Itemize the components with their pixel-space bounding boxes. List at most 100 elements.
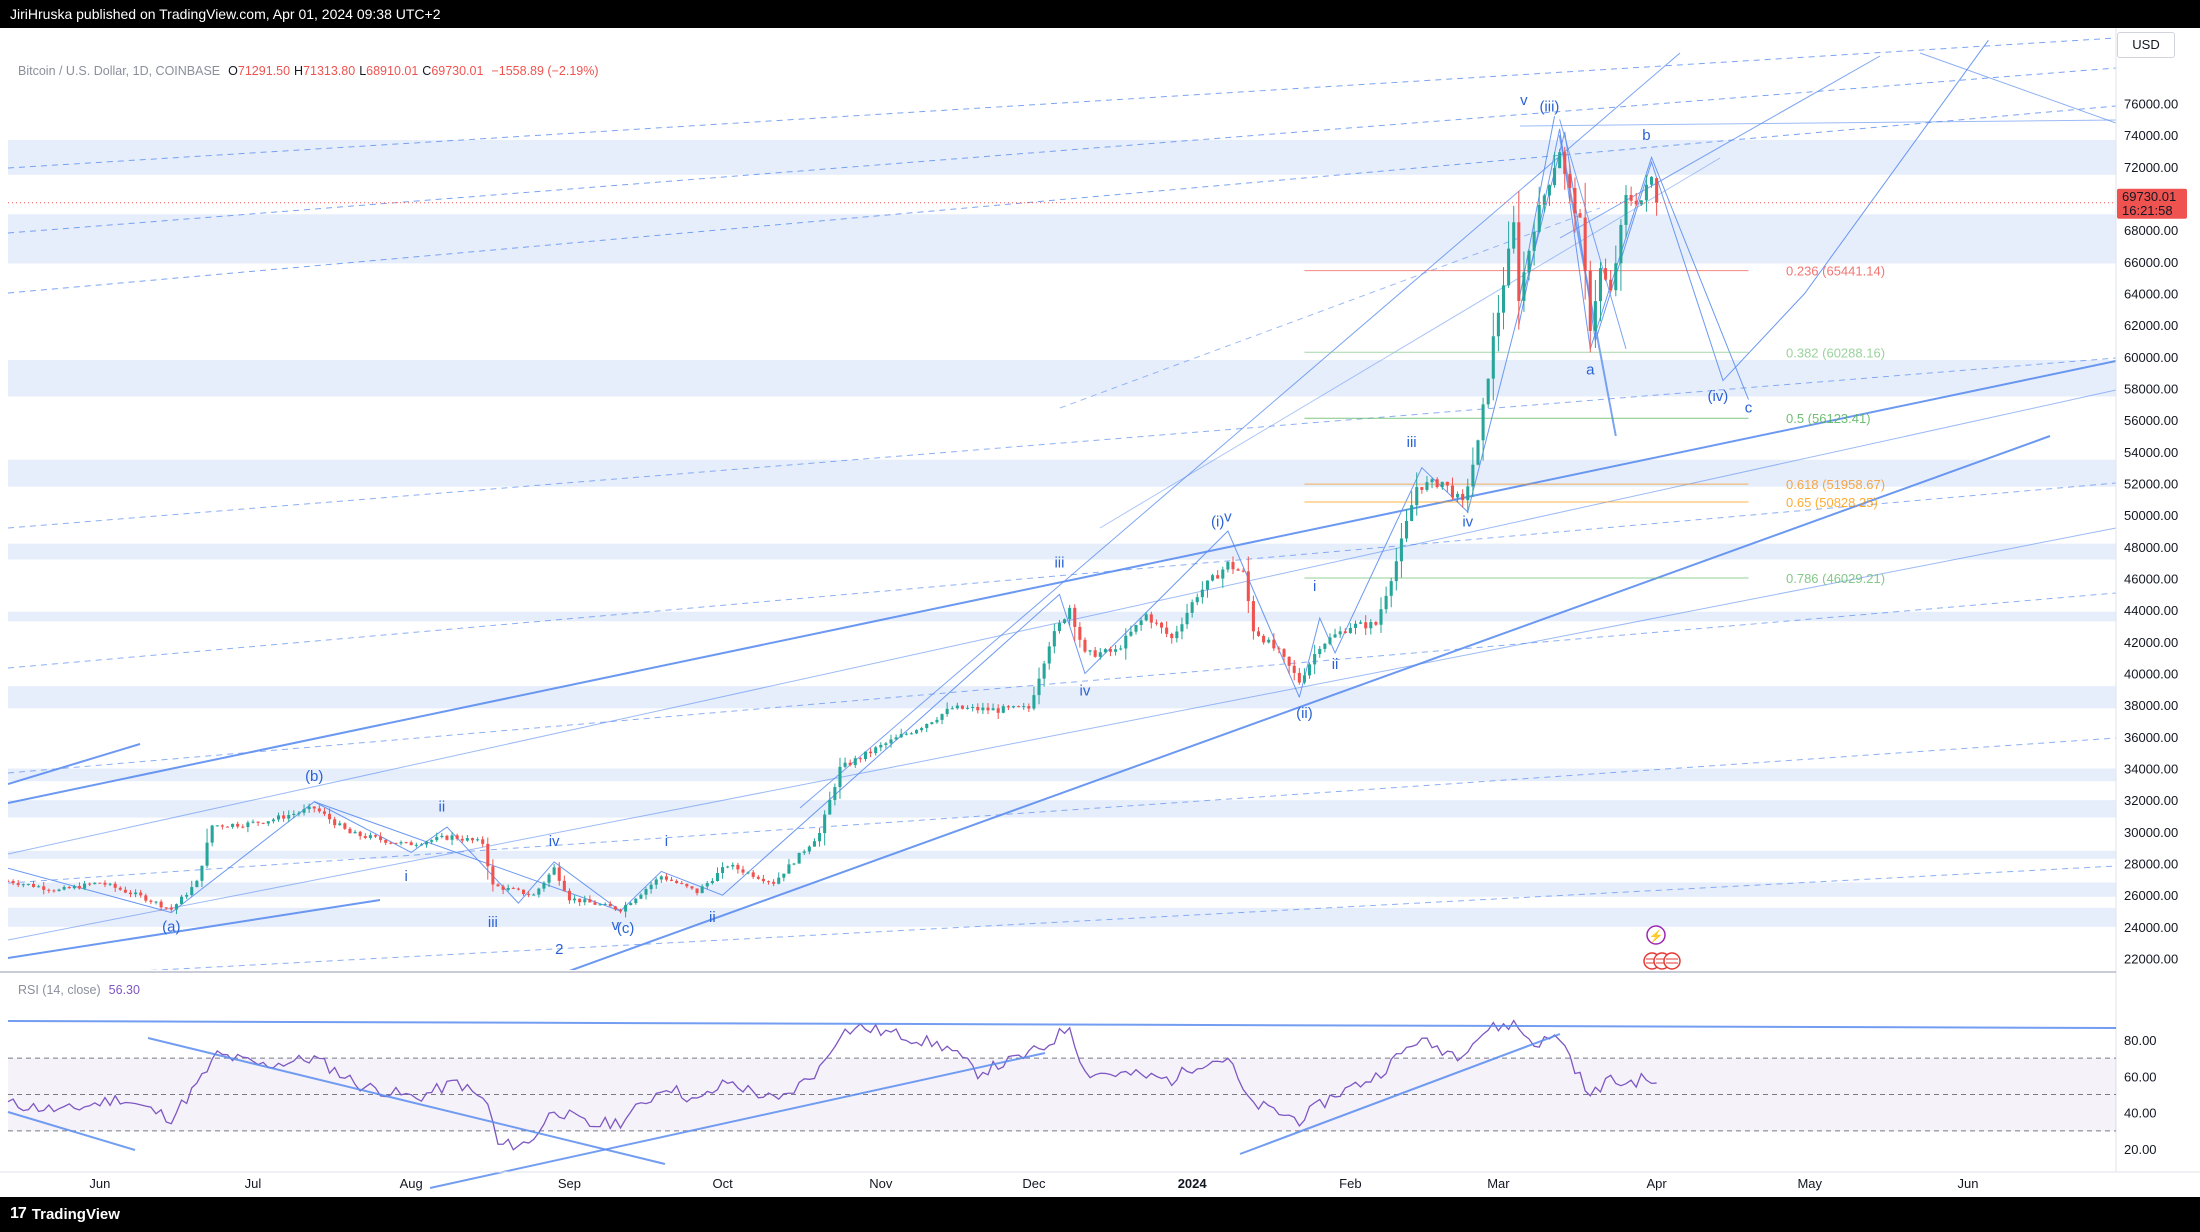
candle-body[interactable] [169, 907, 173, 910]
candle-body[interactable] [894, 737, 898, 740]
candle-body[interactable] [1348, 627, 1352, 634]
wave-label[interactable]: ii [1332, 656, 1339, 673]
candle-body[interactable] [6, 880, 10, 882]
candle-body[interactable] [996, 708, 1000, 713]
candle-body[interactable] [731, 864, 735, 867]
candle-body[interactable] [476, 839, 480, 841]
candle-body[interactable] [180, 896, 184, 905]
upper-channel-line[interactable] [1519, 119, 2116, 127]
candle-body[interactable] [1501, 285, 1506, 313]
wave-label[interactable]: (b) [305, 768, 323, 785]
candle-body[interactable] [1134, 624, 1138, 632]
candle-body[interactable] [379, 836, 383, 840]
wave-label[interactable]: v [612, 917, 620, 934]
candle-body[interactable] [613, 906, 617, 910]
rsi-trend-line[interactable] [147, 1037, 666, 1165]
candle-body[interactable] [1609, 279, 1613, 291]
candle-body[interactable] [1114, 649, 1118, 652]
candle-body[interactable] [1573, 188, 1577, 214]
candle-body[interactable] [1042, 663, 1046, 679]
candle-body[interactable] [1313, 653, 1317, 665]
dashed-channel-line[interactable] [1099, 157, 1721, 529]
candle-body[interactable] [1129, 631, 1133, 636]
candle-body[interactable] [843, 762, 847, 767]
candle-body[interactable] [1542, 195, 1546, 205]
candle-body[interactable] [598, 904, 602, 906]
candle-body[interactable] [1083, 639, 1087, 652]
candle-body[interactable] [128, 892, 133, 895]
candle-body[interactable] [1006, 706, 1010, 708]
candle-body[interactable] [287, 815, 291, 819]
candle-body[interactable] [1221, 569, 1225, 579]
candle-body[interactable] [57, 889, 61, 892]
candle-body[interactable] [210, 825, 214, 843]
candle-body[interactable] [960, 705, 965, 709]
wave-label[interactable]: v [1520, 92, 1528, 109]
candle-body[interactable] [1353, 623, 1358, 628]
candle-body[interactable] [1399, 538, 1403, 562]
candle-body[interactable] [838, 766, 842, 788]
candle-body[interactable] [746, 872, 750, 874]
candle-body[interactable] [1476, 440, 1480, 465]
candle-body[interactable] [1180, 624, 1184, 632]
rsi-trend-line[interactable] [7, 1111, 136, 1151]
candle-body[interactable] [205, 842, 209, 866]
candle-body[interactable] [1272, 639, 1276, 649]
candle-body[interactable] [1068, 607, 1072, 620]
candle-body[interactable] [935, 719, 939, 723]
candle-body[interactable] [899, 734, 903, 738]
candle-body[interactable] [1078, 626, 1082, 640]
candle-body[interactable] [1379, 609, 1383, 625]
candle-body[interactable] [1527, 250, 1531, 273]
candle-body[interactable] [246, 822, 250, 827]
candle-body[interactable] [848, 762, 852, 766]
candle-body[interactable] [1553, 168, 1557, 186]
candle-body[interactable] [440, 835, 444, 838]
candle-body[interactable] [715, 873, 720, 882]
candle-body[interactable] [644, 889, 648, 895]
candle-body[interactable] [236, 823, 240, 827]
candle-body[interactable] [470, 838, 475, 841]
candle-body[interactable] [1093, 650, 1097, 657]
candle-body[interactable] [1369, 622, 1373, 629]
candle-body[interactable] [1532, 231, 1536, 251]
candle-body[interactable] [241, 826, 245, 828]
candle-body[interactable] [1200, 589, 1204, 598]
candle-body[interactable] [1103, 649, 1107, 653]
candle-body[interactable] [1318, 648, 1322, 654]
candle-body[interactable] [1420, 487, 1424, 490]
candle-body[interactable] [220, 825, 224, 827]
upper-channel-line[interactable] [799, 52, 1681, 809]
candle-body[interactable] [16, 883, 20, 885]
candle-body[interactable] [1629, 194, 1633, 201]
candle-body[interactable] [884, 743, 888, 745]
candle-body[interactable] [1614, 263, 1618, 291]
price-chart[interactable]: 0.236 (65441.14) 0.382 (60288.16) 0.5 (561… [0, 28, 2200, 1197]
candle-body[interactable] [373, 835, 378, 837]
candle-body[interactable] [1292, 665, 1296, 673]
candle-body[interactable] [915, 730, 919, 734]
candle-body[interactable] [1491, 336, 1495, 379]
left-trend-line[interactable] [8, 899, 381, 959]
candle-body[interactable] [1496, 312, 1500, 337]
candle-body[interactable] [67, 886, 71, 889]
candle-body[interactable] [322, 811, 326, 814]
candle-body[interactable] [52, 890, 56, 892]
candle-body[interactable] [1338, 631, 1342, 635]
candle-body[interactable] [1267, 639, 1271, 643]
candle-body[interactable] [1655, 178, 1659, 203]
candle-body[interactable] [1047, 646, 1051, 664]
candle-body[interactable] [1256, 631, 1261, 636]
candle-body[interactable] [664, 876, 668, 880]
dashed-channel-line[interactable] [8, 67, 2116, 234]
candle-body[interactable] [1057, 623, 1061, 632]
candle-body[interactable] [231, 823, 235, 827]
candle-body[interactable] [450, 835, 454, 840]
candle-body[interactable] [521, 889, 526, 895]
candle-body[interactable] [787, 864, 791, 874]
rsi-line[interactable] [7, 1019, 1657, 1151]
wave-label[interactable]: (iv) [1707, 388, 1728, 405]
candle-body[interactable] [1486, 378, 1490, 405]
candle-body[interactable] [134, 892, 138, 895]
candle-body[interactable] [149, 900, 153, 902]
